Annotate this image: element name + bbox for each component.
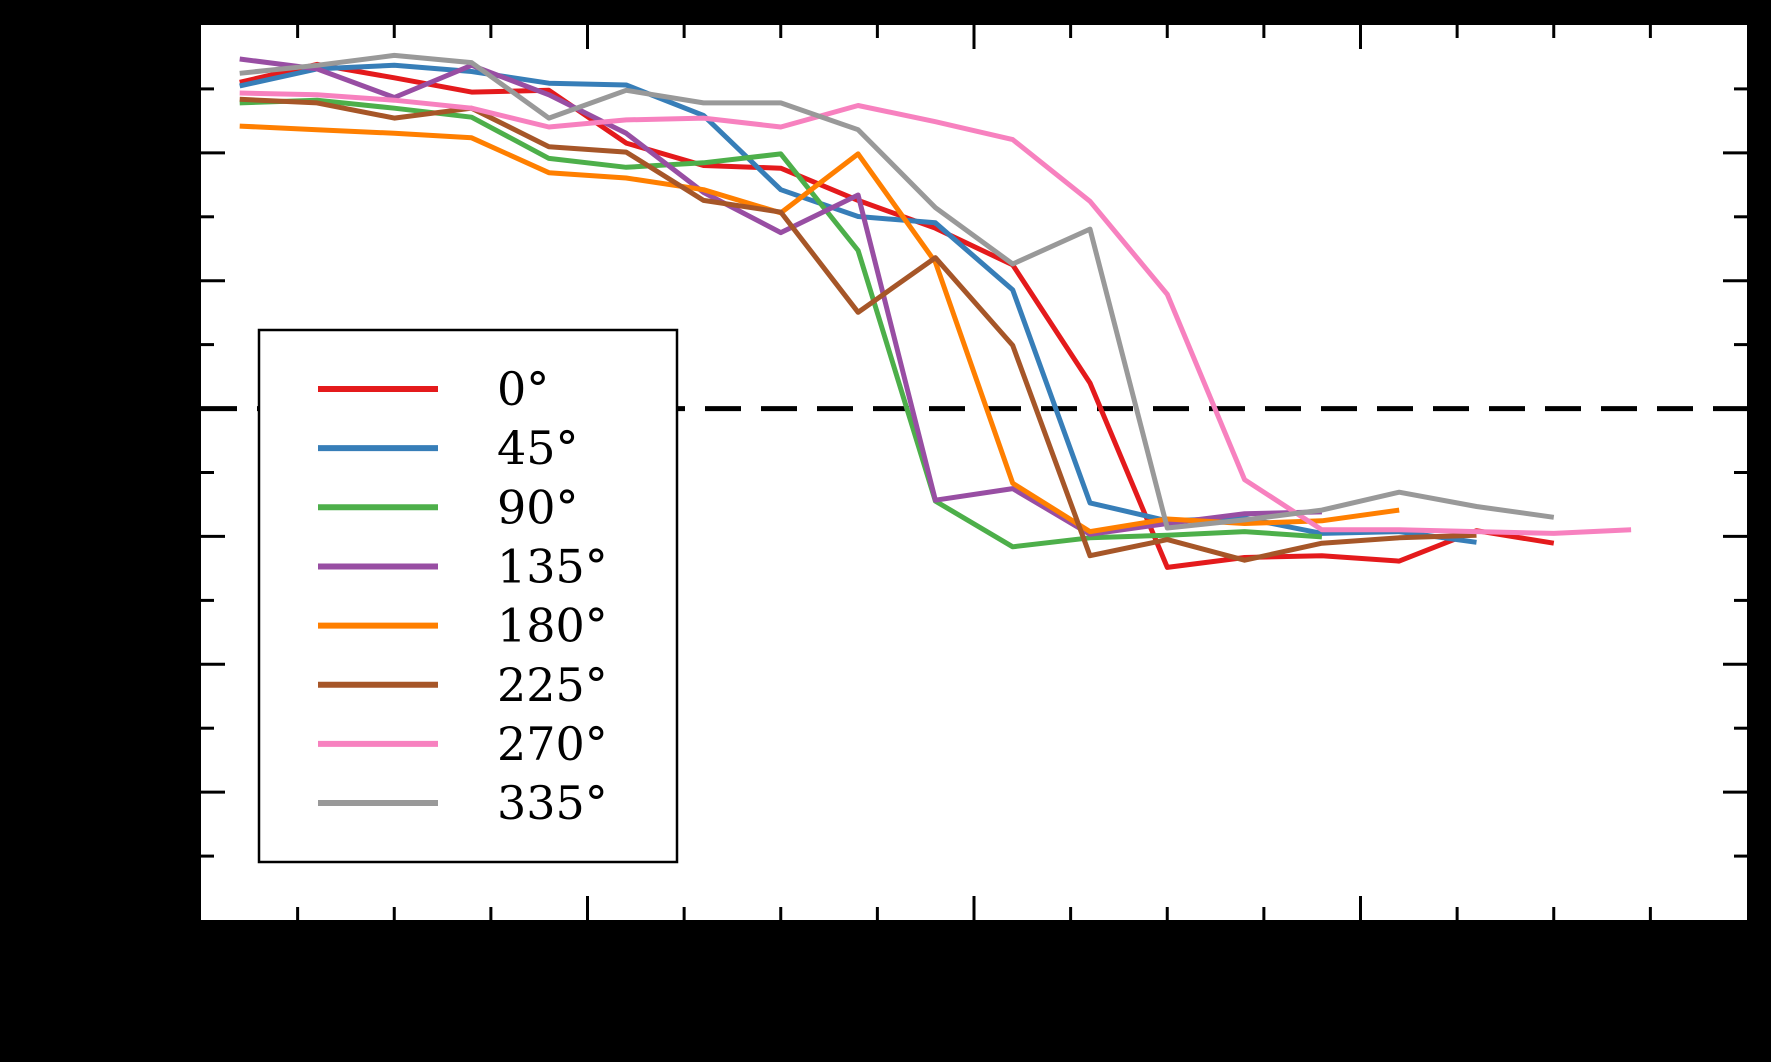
series-line-4 <box>239 123 1400 535</box>
legend-label-2: 90° <box>497 480 579 534</box>
legend-label-3: 135° <box>497 539 608 593</box>
legend-entry-1: 45° <box>318 421 579 475</box>
legend-label-7: 335° <box>497 776 608 830</box>
legend-entry-2: 90° <box>318 480 579 534</box>
data-series <box>239 52 1632 570</box>
series-line-3 <box>239 56 1322 537</box>
series-line-6 <box>239 90 1632 536</box>
legend-entry-7: 335° <box>318 776 608 830</box>
legend-entry-0: 0° <box>318 362 549 416</box>
legend-label-4: 180° <box>497 599 608 653</box>
series-line-5 <box>239 96 1477 563</box>
legend-label-1: 45° <box>497 421 579 475</box>
legend-label-0: 0° <box>497 362 549 416</box>
legend-label-6: 270° <box>497 717 608 771</box>
legend-entry-6: 270° <box>318 717 608 771</box>
series-line-0 <box>239 61 1555 570</box>
series-line-7 <box>239 52 1555 531</box>
legend-entry-4: 180° <box>318 599 608 653</box>
legend-label-5: 225° <box>497 658 608 712</box>
axis-ticks <box>201 25 1747 920</box>
legend-entry-3: 135° <box>318 539 608 593</box>
legend-entry-5: 225° <box>318 658 608 712</box>
legend-frame <box>257 328 679 864</box>
legend-box: 0°45°90°135° 180°225°270°335° <box>257 328 679 864</box>
series-line-2 <box>239 97 1323 550</box>
